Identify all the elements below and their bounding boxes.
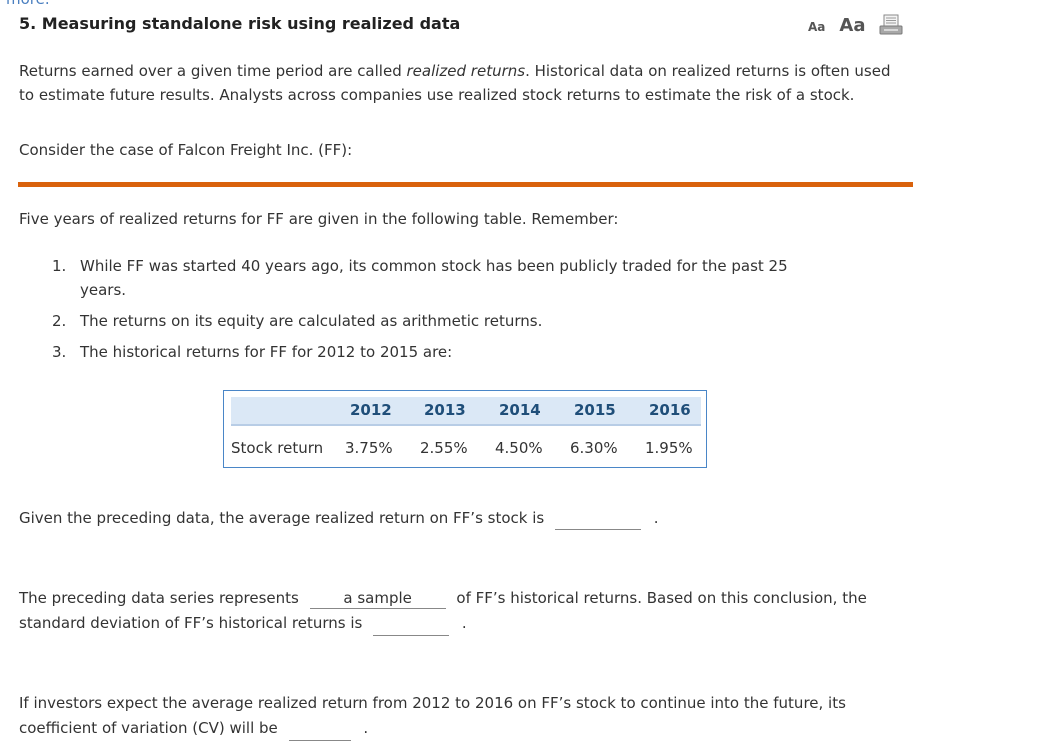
average-return-text: Given the preceding data, the average re… xyxy=(19,509,545,527)
std-dev-question-text: standard deviation of FF’s historical re… xyxy=(19,614,363,632)
sample-population-dropdown[interactable]: a sample xyxy=(309,588,446,609)
cv-question: If investors expect the average realized… xyxy=(19,691,919,741)
font-size-small-button[interactable]: Aa xyxy=(808,20,826,34)
std-dev-answer-field[interactable] xyxy=(373,617,450,636)
period: . xyxy=(363,719,369,737)
return-cell: 1.95% xyxy=(645,439,693,457)
intro-text: Returns earned over a given time period … xyxy=(19,62,407,80)
intro-paragraph: Returns earned over a given time period … xyxy=(19,59,919,107)
cv-answer-field[interactable] xyxy=(288,722,351,741)
text-tools: Aa Aa xyxy=(808,14,903,36)
list-item-text: While FF was started 40 years ago, its c… xyxy=(80,257,788,299)
return-cell: 6.30% xyxy=(570,439,618,457)
average-return-question: Given the preceding data, the average re… xyxy=(19,506,919,530)
list-item: 1. While FF was started 40 years ago, it… xyxy=(52,254,812,302)
font-size-large-button[interactable]: Aa xyxy=(839,14,866,36)
year-header: 2016 xyxy=(649,401,691,419)
year-header: 2013 xyxy=(424,401,466,419)
sample-question: The preceding data series represents a s… xyxy=(19,586,919,636)
lead-text: Five years of realized returns for FF ar… xyxy=(19,210,619,228)
section-divider xyxy=(18,182,913,187)
return-cell: 2.55% xyxy=(420,439,468,457)
cv-question-text: If investors expect the average realized… xyxy=(19,694,846,712)
case-text: Consider the case of Falcon Freight Inc.… xyxy=(19,141,353,159)
return-cell: 3.75% xyxy=(345,439,393,457)
year-header: 2015 xyxy=(574,401,616,419)
cv-question-text-line2: coefficient of variation (CV) will be xyxy=(19,719,278,737)
period: . xyxy=(653,509,659,527)
row-label: Stock return xyxy=(231,439,324,457)
sample-question-text: The preceding data series represents xyxy=(19,589,299,607)
intro-text-line2: to estimate future results. Analysts acr… xyxy=(19,86,855,104)
list-item: 2. The returns on its equity are calcula… xyxy=(52,309,812,333)
print-icon[interactable] xyxy=(879,14,903,36)
list-item-number: 2. xyxy=(52,312,67,330)
period: . xyxy=(461,614,467,632)
year-header: 2012 xyxy=(350,401,392,419)
list-item-number: 3. xyxy=(52,343,67,361)
list-item-text: The returns on its equity are calculated… xyxy=(80,312,543,330)
sample-question-text-cont: of FF’s historical returns. Based on thi… xyxy=(456,589,867,607)
list-item-number: 1. xyxy=(52,257,67,275)
list-item-text: The historical returns for FF for 2012 t… xyxy=(80,343,453,361)
list-item: 3. The historical returns for FF for 201… xyxy=(52,340,812,364)
year-header: 2014 xyxy=(499,401,541,419)
table-header-row: 2012 2013 2014 2015 2016 xyxy=(231,397,701,426)
question-title: 5. Measuring standalone risk using reali… xyxy=(19,14,461,33)
intro-text-cont: . Historical data on realized returns is… xyxy=(525,62,891,80)
previous-link-fragment[interactable]: more. xyxy=(6,0,50,8)
remember-list: 1. While FF was started 40 years ago, it… xyxy=(52,254,812,371)
average-return-answer-field[interactable] xyxy=(555,511,642,530)
returns-table: 2012 2013 2014 2015 2016 Stock return 3.… xyxy=(223,390,707,468)
return-cell: 4.50% xyxy=(495,439,543,457)
realized-returns-term: realized returns xyxy=(406,62,526,80)
